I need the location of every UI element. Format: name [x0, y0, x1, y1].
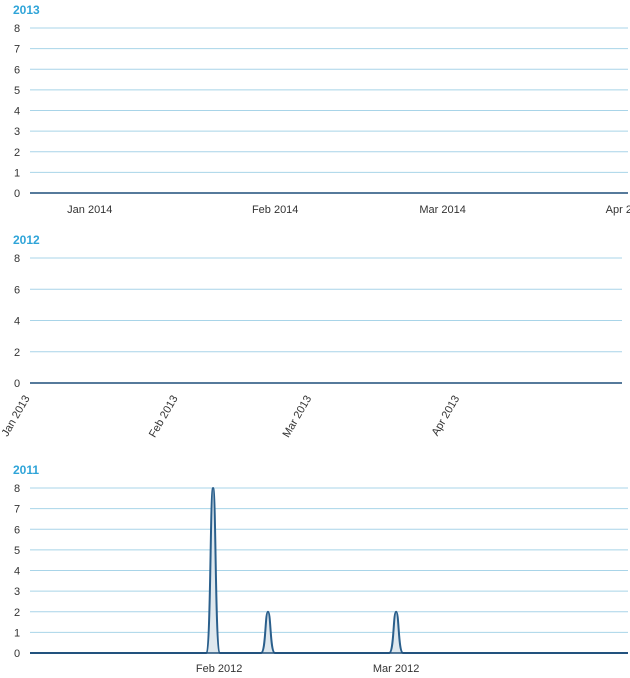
chart-panel-2012: 2012 0 2 4 6 8 Jan 2013 Feb 2013 Mar 2013 Apr 20…: [0, 230, 630, 450]
y-tick-label: 3: [14, 126, 20, 138]
chart-title: 2011: [13, 463, 40, 477]
x-tick-label: Mar 2012: [373, 663, 419, 675]
y-tick-label: 8: [14, 483, 20, 495]
x-tick-label: Jan 2014: [67, 204, 112, 216]
chart-svg: 0 2 4 6 8 Jan 2013 Feb 2013 Mar 2013 Apr 2013: [0, 253, 622, 440]
chart-svg: 0 1 2 3 4 5 6 7 8 Jan 2014 Feb 2014 Mar 2014 Apr 201…: [14, 23, 630, 216]
y-tick-label: 5: [14, 545, 20, 557]
y-tick-label: 5: [14, 85, 20, 97]
x-tick-label: Mar 2013: [281, 394, 315, 440]
y-tick-label: 6: [14, 64, 20, 76]
x-tick-label: Feb 2013: [147, 394, 181, 440]
chart-title: 2012: [13, 233, 40, 247]
x-tick-label: Apr 2014: [606, 204, 630, 216]
y-tick-label: 8: [14, 23, 20, 35]
y-tick-label: 0: [14, 378, 20, 390]
y-tick-label: 7: [14, 44, 20, 56]
y-tick-label: 6: [14, 524, 20, 536]
y-tick-label: 2: [14, 347, 20, 359]
y-tick-label: 1: [14, 167, 20, 179]
y-tick-label: 2: [14, 147, 20, 159]
series-line: [30, 486, 628, 654]
chart-svg: 0 1 2 3 4 5 6 7 8 Feb 2012 Mar 2012: [14, 483, 628, 675]
y-tick-label: 3: [14, 586, 20, 598]
y-tick-label: 4: [14, 566, 20, 578]
chart-panel-2011: 2011 0 1 2 3 4 5 6 7 8 Feb 2012 Mar 2012: [0, 460, 630, 678]
y-tick-label: 4: [14, 106, 20, 118]
x-tick-label: Jan 2013: [0, 394, 33, 439]
y-tick-label: 7: [14, 504, 20, 516]
y-tick-label: 0: [14, 188, 20, 200]
x-tick-label: Feb 2012: [196, 663, 242, 675]
y-tick-label: 4: [14, 316, 20, 328]
y-tick-label: 2: [14, 607, 20, 619]
x-tick-label: Feb 2014: [252, 204, 298, 216]
x-tick-label: Apr 2013: [430, 394, 463, 439]
x-tick-label: Mar 2014: [419, 204, 465, 216]
y-tick-label: 8: [14, 253, 20, 265]
chart-panel-2013: 2013 0 1 2 3 4 5 6 7 8 Jan 2014 Feb 2014 Mar 2014 Ap…: [0, 0, 630, 228]
y-tick-label: 6: [14, 284, 20, 296]
y-tick-label: 1: [14, 627, 20, 639]
y-tick-label: 0: [14, 648, 20, 660]
chart-title: 2013: [13, 3, 40, 17]
